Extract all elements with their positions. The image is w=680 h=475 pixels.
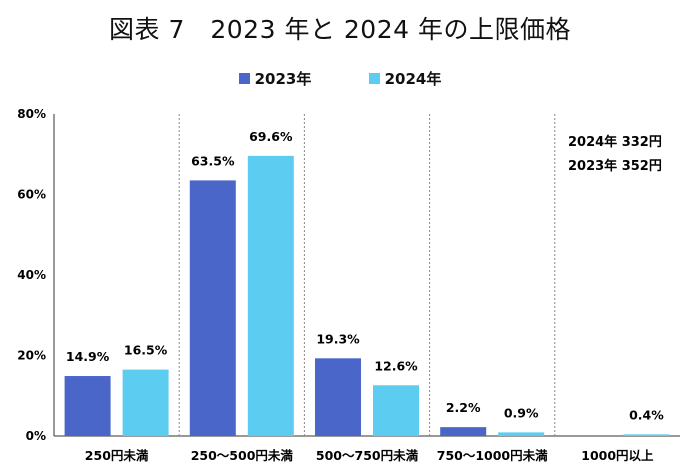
legend-swatch-2023 [238, 73, 250, 84]
category-label: 750～1000円未満 [437, 448, 548, 463]
legend-label-2024: 2024年 [384, 70, 442, 88]
data-label: 0.4% [629, 407, 664, 422]
legend-label-2023: 2023年 [254, 70, 312, 88]
data-label: 2.2% [446, 400, 481, 415]
bar-2024 [498, 432, 545, 436]
bar-2024 [122, 369, 169, 436]
data-label: 14.9% [66, 349, 110, 364]
y-tick-label: 80% [17, 107, 46, 121]
data-label: 0.9% [504, 405, 539, 420]
annotation-2023: 2023年 352円 [568, 158, 662, 174]
bar-2023 [64, 376, 111, 436]
annotation-2024: 2024年 332円 [568, 134, 662, 150]
category-label: 250～500円未満 [191, 448, 294, 463]
bar-2024 [623, 434, 670, 436]
data-label: 12.6% [374, 358, 418, 373]
legend: 2023年 2024年 [0, 68, 680, 89]
bar-2023 [440, 427, 487, 436]
legend-item-2023: 2023年 [238, 68, 312, 89]
bar-2023 [315, 358, 361, 436]
data-label: 63.5% [191, 153, 235, 168]
data-label: 16.5% [124, 343, 168, 358]
legend-swatch-2024 [368, 73, 380, 84]
category-label: 1000円以上 [581, 448, 654, 463]
data-label: 19.3% [316, 331, 360, 346]
category-label: 250円未満 [85, 448, 149, 463]
category-label: 500～750円未満 [316, 448, 419, 463]
y-tick-label: 0% [26, 429, 46, 443]
y-tick-label: 20% [17, 349, 46, 363]
bar-2024 [247, 155, 294, 437]
legend-item-2024: 2024年 [368, 68, 442, 89]
y-tick-label: 60% [17, 188, 46, 202]
bar-2023 [189, 180, 236, 436]
y-tick-label: 40% [17, 268, 46, 282]
data-label: 69.6% [249, 129, 293, 144]
chart-title: 図表 7 2023 年と 2024 年の上限価格 [109, 15, 571, 44]
bar-2024 [373, 385, 419, 436]
